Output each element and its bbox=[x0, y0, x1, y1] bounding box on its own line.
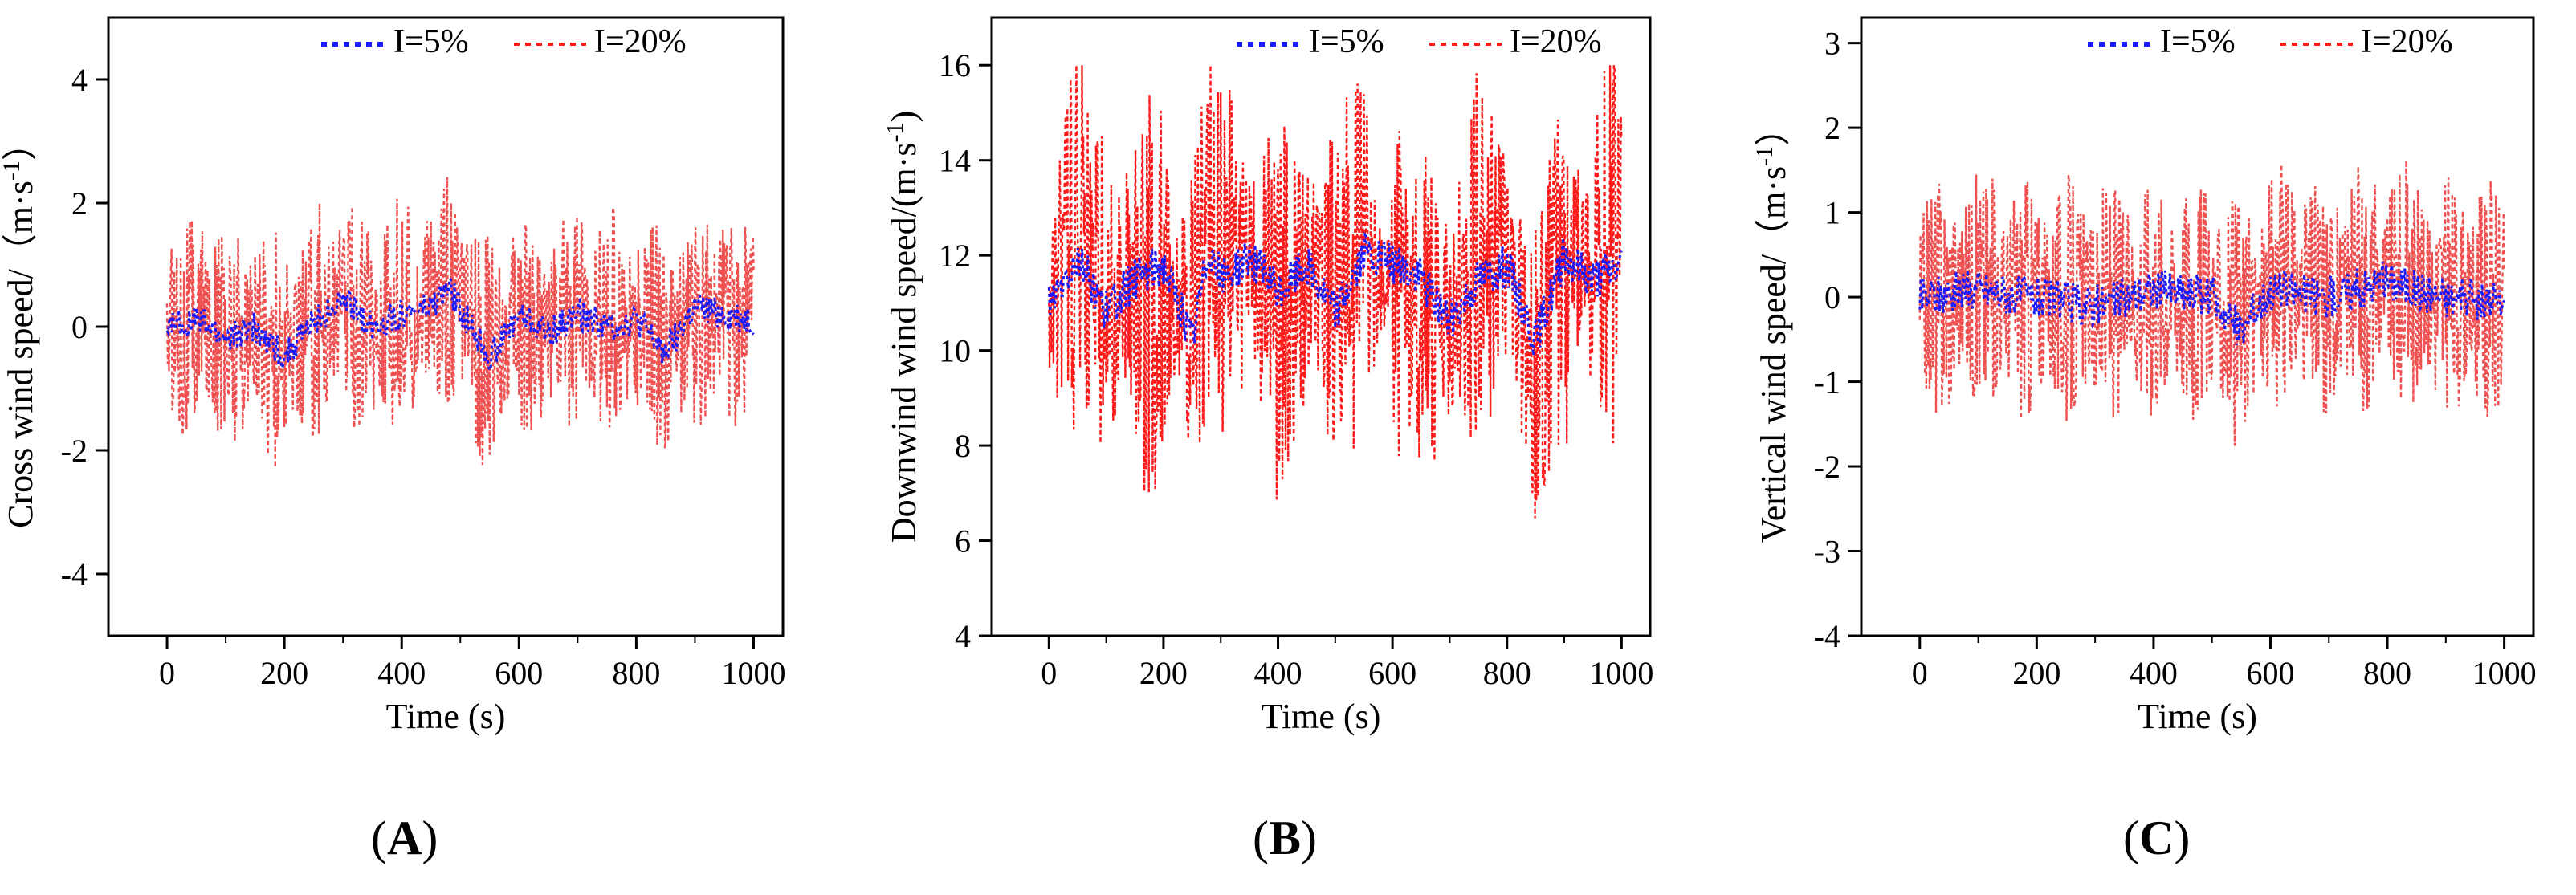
plot-frame-top bbox=[990, 16, 1652, 637]
series-i5 bbox=[1047, 231, 1623, 356]
x-tick-label: 0 bbox=[1912, 655, 1928, 691]
x-tick-label: 400 bbox=[377, 655, 426, 691]
y-tick-label: 14 bbox=[939, 143, 971, 179]
y-tick-label: 1 bbox=[1824, 195, 1840, 231]
x-tick-label: 1000 bbox=[721, 655, 785, 691]
y-tick-label: -2 bbox=[61, 433, 88, 469]
y-tick-label: 2 bbox=[71, 185, 88, 222]
x-axis-label: Time (s) bbox=[2138, 697, 2257, 736]
legend-label-i5: I=5% bbox=[1309, 23, 1384, 60]
series-i20 bbox=[165, 177, 755, 468]
x-tick-label: 400 bbox=[2130, 655, 2178, 691]
y-axis-label: Downwind wind speed/(m·s-1) bbox=[882, 111, 924, 543]
panel-label-a: (A) bbox=[371, 812, 438, 864]
legend-label-i5: I=5% bbox=[393, 23, 469, 60]
x-tick-label: 200 bbox=[1139, 655, 1188, 691]
chart-a: 0 200 400 600 800 1000 -4 -2 0 2 4 Time (s) Cross wi… bbox=[0, 16, 785, 736]
y-tick-label: 6 bbox=[955, 523, 971, 559]
panel-label-b: (B) bbox=[1253, 812, 1317, 864]
x-tick-label: 0 bbox=[1041, 655, 1057, 691]
x-tick-label: 200 bbox=[2012, 655, 2060, 691]
x-axis-label: Time (s) bbox=[386, 697, 506, 736]
y-axis-label: Cross wind speed/（m·s-1） bbox=[0, 125, 40, 528]
y-tick-label: -4 bbox=[1814, 618, 1840, 654]
x-tick-label: 600 bbox=[1368, 655, 1416, 691]
y-tick-label: 4 bbox=[71, 62, 88, 98]
y-tick-label: 16 bbox=[939, 47, 971, 83]
panel-label-c: (C) bbox=[2123, 812, 2191, 864]
x-tick-label: 800 bbox=[2363, 655, 2411, 691]
plot-frame-top bbox=[1860, 16, 2535, 637]
x-tick-label: 1000 bbox=[2472, 655, 2537, 691]
y-tick-label: 2 bbox=[1824, 110, 1840, 146]
series-i5 bbox=[165, 275, 755, 373]
x-tick-label: 800 bbox=[612, 655, 660, 691]
x-tick-label: 0 bbox=[159, 655, 175, 691]
legend: I=5% I=20% bbox=[321, 23, 687, 60]
y-tick-label: 3 bbox=[1824, 26, 1840, 62]
y-tick-label: 0 bbox=[1824, 279, 1840, 315]
y-tick-label: -4 bbox=[61, 556, 88, 592]
y-tick-label: 10 bbox=[939, 333, 971, 369]
legend: I=5% I=20% bbox=[2088, 23, 2453, 60]
series-i5 bbox=[1918, 261, 2505, 345]
x-axis-label: Time (s) bbox=[1262, 697, 1381, 736]
legend-label-i5: I=5% bbox=[2160, 23, 2236, 60]
y-tick-label: 8 bbox=[955, 428, 971, 464]
y-tick-label: -1 bbox=[1814, 364, 1840, 401]
legend-label-i20: I=20% bbox=[1510, 23, 1602, 60]
x-tick-label: 400 bbox=[1254, 655, 1302, 691]
y-tick-label: -3 bbox=[1814, 534, 1840, 570]
y-tick-label: -2 bbox=[1814, 449, 1840, 485]
y-tick-label: 4 bbox=[955, 618, 971, 654]
chart-b: 0 200 400 600 800 1000 4 6 8 10 12 14 16 Time (s) Down… bbox=[882, 16, 1653, 736]
y-tick-label: 0 bbox=[71, 309, 88, 345]
legend-label-i20: I=20% bbox=[2361, 23, 2453, 60]
legend-label-i20: I=20% bbox=[594, 23, 687, 60]
y-tick-label: 12 bbox=[939, 238, 971, 274]
legend: I=5% I=20% bbox=[1237, 23, 1602, 60]
series-i20 bbox=[1918, 160, 2505, 446]
chart-c: 0 200 400 600 800 1000 -4 -3 -2 -1 0 1 2 3 Time (s) Ver… bbox=[1751, 16, 2537, 736]
x-tick-label: 800 bbox=[1483, 655, 1531, 691]
x-tick-label: 600 bbox=[2246, 655, 2294, 691]
x-tick-label: 200 bbox=[260, 655, 308, 691]
y-axis-label: Vertical wind speed/（m·s-1） bbox=[1751, 111, 1794, 543]
x-tick-label: 600 bbox=[495, 655, 543, 691]
x-tick-label: 1000 bbox=[1589, 655, 1653, 691]
